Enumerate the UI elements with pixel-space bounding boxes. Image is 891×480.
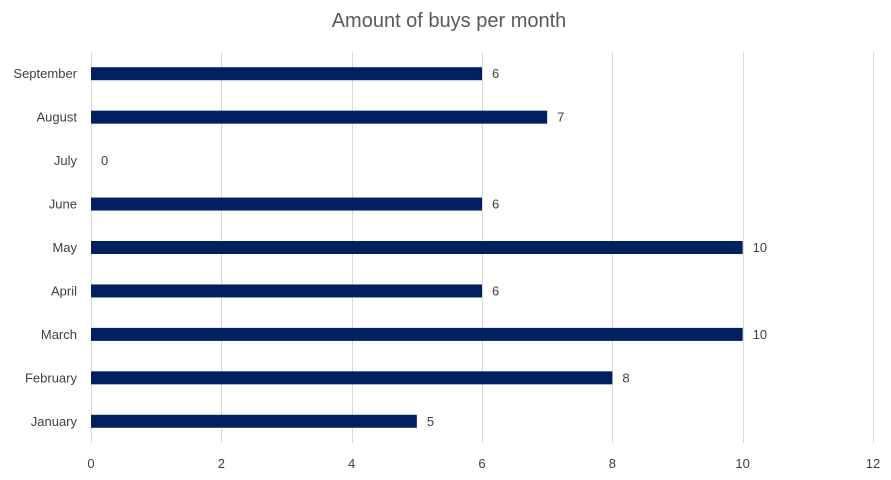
bar-march: [91, 327, 743, 341]
x-tick-label: 8: [609, 456, 616, 471]
category-label: March: [41, 327, 77, 342]
bar-april: [91, 284, 482, 298]
x-tick-label: 0: [87, 456, 94, 471]
data-label: 6: [492, 197, 499, 212]
bar-february: [91, 371, 613, 385]
category-label: June: [49, 197, 77, 212]
x-tick-label: 2: [218, 456, 225, 471]
x-axis-tick-labels: 0 2 4 6 8 10 12: [87, 456, 880, 471]
data-label: 8: [622, 370, 629, 385]
data-label: 10: [753, 327, 767, 342]
x-tick-label: 12: [866, 456, 880, 471]
data-label: 6: [492, 66, 499, 81]
x-tick-label: 6: [478, 456, 485, 471]
data-label: 5: [427, 414, 434, 429]
data-label: 6: [492, 283, 499, 298]
category-label: July: [54, 153, 78, 168]
category-label: August: [37, 110, 78, 125]
bar-may: [91, 241, 743, 254]
bar-january: [91, 414, 417, 428]
bar-august: [91, 110, 548, 124]
bars: [91, 67, 743, 428]
data-label: 0: [101, 153, 108, 168]
data-label: 10: [753, 240, 767, 255]
bar-september: [91, 67, 482, 81]
data-label: 7: [557, 110, 564, 125]
x-tick-label: 4: [348, 456, 355, 471]
category-labels: January February March April May June July Augu…: [13, 66, 77, 429]
category-label: January: [31, 414, 78, 429]
x-tick-label: 10: [735, 456, 749, 471]
category-label: September: [13, 66, 77, 81]
category-label: February: [25, 370, 78, 385]
bar-june: [91, 197, 482, 211]
category-label: May: [52, 240, 77, 255]
category-label: April: [51, 283, 77, 298]
chart-title: Amount of buys per month: [332, 10, 567, 32]
data-labels: 5 8 10 6 10 6 0 7 6: [101, 66, 767, 429]
